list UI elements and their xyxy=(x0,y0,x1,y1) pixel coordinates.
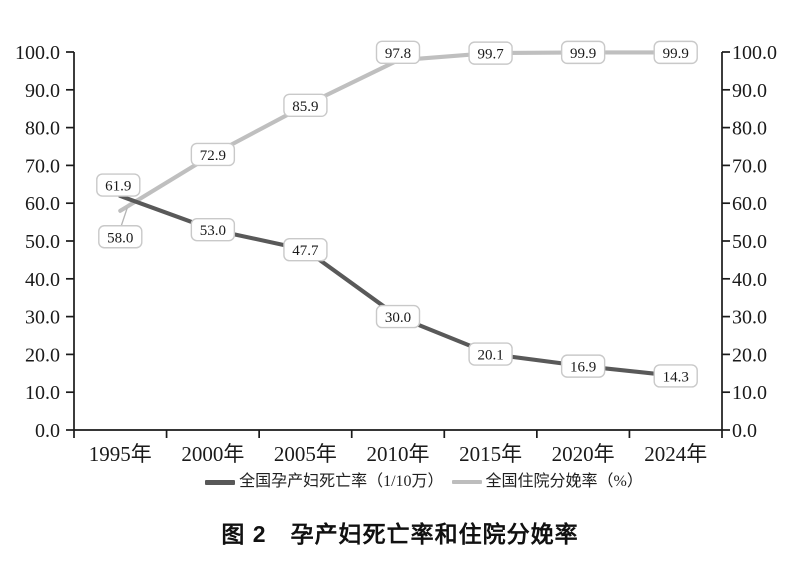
data-label-value: 20.1 xyxy=(477,348,503,364)
x-tick-label: 2015年 xyxy=(459,442,522,466)
data-label-box xyxy=(375,40,421,65)
y-tick-label-right: 30.0 xyxy=(732,307,767,329)
axis-tick-labels: 0.0 0.0 10.0 10.0 20.0 20.0 30.0 30.0 40.0 40.0 50… xyxy=(15,42,777,466)
data-label-box xyxy=(190,142,236,167)
data-callouts: 61.9 53.0 47.7 30.0 20.1 16.9 14.3 58.0 72.9 85.9… xyxy=(96,40,698,388)
data-label-box xyxy=(375,304,421,329)
data-label-value: 99.9 xyxy=(663,46,689,62)
data-label-value: 58.0 xyxy=(107,230,133,246)
data-label-value: 99.9 xyxy=(570,46,596,62)
y-tick-label-left: 90.0 xyxy=(25,80,60,102)
data-label-value: 53.0 xyxy=(200,223,226,239)
y-tick-label-right: 90.0 xyxy=(732,80,767,102)
data-label-value: 16.9 xyxy=(570,360,596,376)
data-label-box xyxy=(560,354,606,378)
y-tick-label-left: 60.0 xyxy=(25,193,60,215)
data-label-value: 47.7 xyxy=(292,243,319,259)
data-label-box xyxy=(98,225,143,249)
data-label-box xyxy=(96,173,141,197)
y-tick-label-right: 50.0 xyxy=(732,231,767,253)
legend-label-mortality: 全国孕产妇死亡率（1/10万） xyxy=(239,473,444,490)
data-label-box xyxy=(468,41,513,65)
x-tick-label: 2024年 xyxy=(644,442,707,466)
data-label-value: 30.0 xyxy=(385,310,411,326)
legend-line-swatch-mortality xyxy=(205,479,236,485)
y-tick-label-right: 70.0 xyxy=(732,155,767,177)
y-tick-label-right: 20.0 xyxy=(732,344,767,366)
y-tick-label-left: 40.0 xyxy=(25,269,60,291)
y-tick-label-left: 0.0 xyxy=(35,420,60,442)
data-label-box xyxy=(283,237,328,262)
legend-label-delivery: 全国住院分娩率（%） xyxy=(485,473,643,490)
data-label-value: 14.3 xyxy=(663,369,689,385)
legend-line-swatch-delivery xyxy=(451,480,482,484)
data-label-value: 61.9 xyxy=(105,179,131,195)
data-label-value: 85.9 xyxy=(292,99,318,115)
dual-axis-line-chart: 0.0 0.0 10.0 10.0 20.0 20.0 30.0 30.0 40.0 40.0 50… xyxy=(15,40,777,466)
y-tick-label-left: 30.0 xyxy=(25,307,60,329)
x-tick-label: 2020年 xyxy=(552,442,615,466)
y-tick-label-left: 80.0 xyxy=(25,118,60,140)
data-label-box xyxy=(283,93,328,117)
chart-legend: 全国孕产妇死亡率（1/10万） 全国住院分娩率（%） xyxy=(24,471,800,493)
data-label-box xyxy=(653,40,698,65)
data-label-box xyxy=(468,342,513,366)
data-label-value: 97.8 xyxy=(385,46,411,62)
data-label-box xyxy=(560,40,606,65)
data-label-box xyxy=(653,364,698,388)
series-line-1 xyxy=(118,50,678,213)
y-tick-label-left: 50.0 xyxy=(25,231,60,253)
figure-caption: 图 2 孕产妇死亡率和住院分娩率 xyxy=(221,521,579,547)
y-tick-label-right: 60.0 xyxy=(732,193,767,215)
y-tick-label-right: 100.0 xyxy=(732,42,777,64)
x-tick-label: 1995年 xyxy=(89,442,152,466)
y-tick-label-left: 100.0 xyxy=(15,42,60,64)
y-tick-label-right: 40.0 xyxy=(732,269,767,291)
x-tick-label: 2010年 xyxy=(367,442,430,466)
y-tick-label-left: 70.0 xyxy=(25,155,60,177)
y-tick-label-right: 80.0 xyxy=(732,118,767,140)
data-label-value: 72.9 xyxy=(200,148,226,164)
y-tick-label-right: 10.0 xyxy=(732,382,767,404)
x-tick-label: 2005年 xyxy=(274,442,337,466)
callout-leader-line xyxy=(120,207,128,226)
y-tick-label-left: 10.0 xyxy=(25,382,60,404)
data-label-value: 99.7 xyxy=(477,47,504,63)
y-tick-label-left: 20.0 xyxy=(25,344,60,366)
y-tick-label-right: 0.0 xyxy=(732,420,757,442)
data-label-box xyxy=(190,217,236,242)
axes xyxy=(66,51,730,438)
x-tick-label: 2000年 xyxy=(181,442,244,466)
